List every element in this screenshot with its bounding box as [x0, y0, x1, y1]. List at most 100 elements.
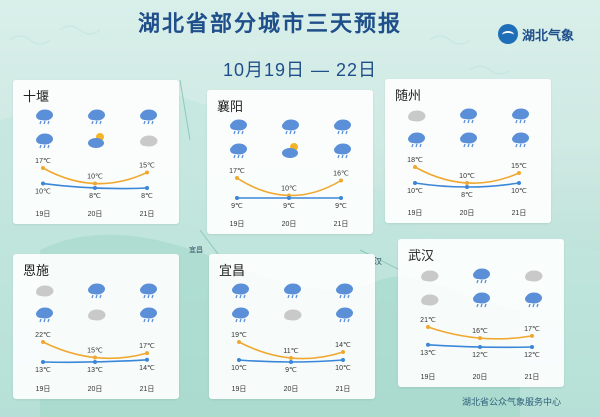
rain-cloud-icon	[87, 108, 107, 126]
map-label-yichang: 宜昌	[189, 245, 203, 254]
rain-cloud-icon	[231, 306, 251, 324]
low-temp-label: 12℃	[472, 352, 488, 359]
high-temp-line-point	[341, 350, 345, 354]
low-temp-label: 8℃	[461, 192, 473, 199]
high-temp-line-point	[413, 165, 417, 169]
high-temp-line-point	[478, 336, 482, 341]
high-temp-line-point	[93, 181, 97, 186]
rain-cloud-icon	[139, 108, 159, 126]
map-waves	[9, 25, 511, 75]
day-label: 20日	[88, 210, 103, 218]
city-card: 襄阳 17℃ 10℃ 16℃ 9℃ 9℃ 9℃ 19日 20日 21日	[207, 90, 373, 234]
high-temp-label: 10℃	[281, 186, 297, 193]
day-label: 20日	[282, 220, 297, 228]
source-footer: 湖北省公众气象服务中心	[462, 397, 562, 407]
high-temp-line-point	[93, 355, 97, 360]
high-temp-line-point	[517, 171, 521, 175]
day-label: 20日	[88, 385, 103, 393]
logo-icon	[498, 24, 518, 44]
rain-cloud-icon	[335, 282, 355, 300]
city-name: 宜昌	[219, 263, 246, 278]
high-temp-label: 15℃	[511, 163, 527, 170]
high-temp-line-point	[289, 356, 293, 360]
low-temp-line-point	[478, 345, 482, 349]
weather-icon-grid	[399, 107, 549, 153]
high-temp-line-point	[426, 325, 430, 329]
cloud-icon	[524, 267, 544, 285]
low-temp-label: 10℃	[35, 189, 51, 196]
rain-cloud-icon	[407, 131, 427, 149]
weather-icon-grid	[221, 118, 371, 164]
rain-cloud-icon	[472, 291, 492, 309]
rain-cloud-icon	[472, 267, 492, 285]
cloud-icon	[407, 107, 427, 125]
low-temp-line-point	[93, 186, 97, 190]
city-card: 随州 18℃ 10℃ 15℃ 10℃ 8℃ 10℃ 19日 20日 21日	[385, 79, 551, 223]
city-name: 十堰	[23, 89, 50, 104]
high-temp-label: 22℃	[35, 332, 51, 339]
day-label: 20日	[473, 373, 488, 381]
cloud-icon	[139, 132, 159, 150]
low-temp-line-point	[341, 358, 345, 362]
rain-cloud-icon	[139, 282, 159, 300]
day-label: 21日	[140, 210, 155, 218]
day-label: 19日	[421, 373, 436, 381]
temperature-chart: 22℃ 15℃ 17℃ 13℃ 13℃ 14℃ 19日 20日 21日	[35, 332, 155, 393]
city-name: 襄阳	[217, 99, 244, 114]
header: 湖北省部分城市三天预报 10月19日 — 22日 湖北气象	[0, 0, 600, 85]
cloud-icon	[420, 291, 440, 309]
city-name: 恩施	[23, 263, 50, 278]
day-label: 19日	[232, 385, 247, 393]
temperature-chart: 17℃ 10℃ 16℃ 9℃ 9℃ 9℃ 19日 20日 21日	[229, 168, 349, 228]
high-temp-line-point	[339, 178, 343, 183]
high-temp-label: 21℃	[420, 317, 436, 324]
high-temp-label: 17℃	[229, 168, 245, 175]
weather-icon-grid	[412, 267, 562, 313]
temperature-chart: 19℃ 11℃ 14℃ 10℃ 9℃ 10℃ 19日 20日 21日	[231, 332, 351, 393]
rain-cloud-icon	[459, 131, 479, 149]
high-temp-line-point	[465, 181, 469, 185]
low-temp-label: 10℃	[407, 188, 423, 195]
city-name: 随州	[395, 88, 422, 103]
day-label: 19日	[36, 385, 51, 393]
low-temp-label: 9℃	[231, 203, 243, 210]
low-temp-label: 9℃	[285, 367, 297, 374]
rain-cloud-icon	[229, 118, 249, 136]
low-temp-line-point	[339, 196, 343, 200]
day-label: 20日	[460, 209, 475, 217]
low-temp-line-point	[287, 196, 291, 200]
logo: 湖北气象	[498, 24, 574, 44]
map-label-wuhan: 汉	[374, 257, 382, 266]
weather-icon-grid	[27, 282, 177, 328]
low-temp-line-point	[235, 196, 239, 200]
city-card: 恩施 22℃ 15℃ 17℃ 13℃ 13℃ 14℃ 19日 20日 21日	[13, 254, 179, 399]
day-label: 19日	[230, 220, 245, 228]
rain-cloud-icon	[459, 107, 479, 125]
high-temp-label: 10℃	[87, 174, 103, 181]
rain-cloud-icon	[231, 282, 251, 300]
rain-cloud-icon	[333, 118, 353, 136]
rain-cloud-icon	[333, 142, 353, 160]
low-temp-label: 10℃	[335, 365, 351, 372]
low-temp-label: 13℃	[35, 367, 51, 374]
rain-cloud-icon	[283, 282, 303, 300]
low-temp-label: 9℃	[335, 203, 347, 210]
low-temp-label: 13℃	[87, 367, 103, 374]
high-temp-line-point	[237, 340, 241, 344]
day-label: 21日	[336, 385, 351, 393]
rain-cloud-icon	[139, 306, 159, 324]
rain-cloud-icon	[511, 107, 531, 125]
city-card: 十堰 17℃ 10℃ 15℃ 10℃ 8℃ 8℃ 19日 20日 21日	[13, 80, 179, 224]
page-title: 湖北省部分城市三天预报	[137, 11, 402, 36]
low-temp-line-point	[413, 181, 417, 185]
low-temp-label: 12℃	[524, 352, 540, 359]
sun-cloud-icon	[281, 142, 301, 160]
rain-cloud-icon	[524, 291, 544, 309]
cloud-icon	[35, 282, 55, 300]
high-temp-label: 14℃	[335, 342, 351, 349]
low-temp-line-point	[517, 181, 521, 185]
high-temp-label: 16℃	[472, 328, 488, 335]
low-temp-label: 8℃	[141, 193, 153, 200]
high-temp-line-point	[530, 333, 534, 338]
low-temp-label: 8℃	[89, 193, 101, 200]
